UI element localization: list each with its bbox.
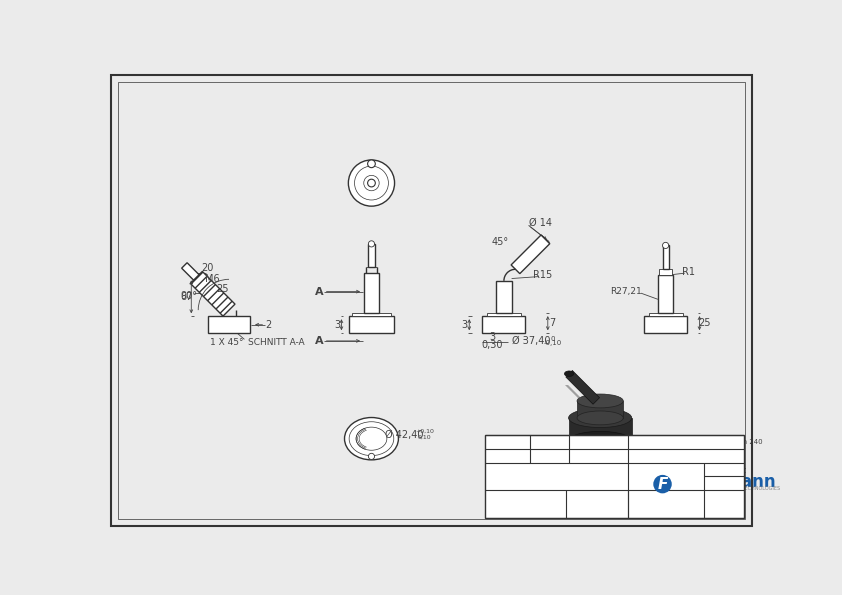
Text: R1: R1 <box>682 267 695 277</box>
Text: Blattformat: Blattformat <box>702 466 746 475</box>
Circle shape <box>369 241 375 247</box>
Polygon shape <box>511 235 550 274</box>
Bar <box>352 313 391 317</box>
Text: 1 X 45°: 1 X 45° <box>210 338 243 347</box>
Text: Signatur: Signatur <box>533 437 566 446</box>
Bar <box>644 317 687 333</box>
Text: 25: 25 <box>216 284 228 295</box>
Text: 3: 3 <box>334 320 341 330</box>
Text: 60482-240: 60482-240 <box>636 447 743 465</box>
Ellipse shape <box>568 431 632 450</box>
Text: Massstab: 1:2: Massstab: 1:2 <box>570 490 623 499</box>
Text: A4: A4 <box>713 478 735 496</box>
Circle shape <box>349 160 395 206</box>
Text: +0,10: +0,10 <box>415 429 434 434</box>
Ellipse shape <box>568 408 632 428</box>
Text: Datum: Datum <box>586 437 611 446</box>
Ellipse shape <box>564 371 573 377</box>
Ellipse shape <box>577 411 623 425</box>
Bar <box>663 245 669 268</box>
Bar <box>208 317 250 333</box>
Ellipse shape <box>349 422 394 456</box>
Text: 1.4301 (X5CrNi18-10): 1.4301 (X5CrNi18-10) <box>489 475 589 484</box>
Text: 25: 25 <box>698 318 711 328</box>
Text: 67: 67 <box>180 292 193 302</box>
Text: Version: 1: Version: 1 <box>570 495 608 504</box>
Text: Name: Name <box>497 437 519 446</box>
Text: Blatt 1 von 1: Blatt 1 von 1 <box>633 493 682 502</box>
Text: Hersteller: Hersteller <box>632 464 669 472</box>
Text: 3: 3 <box>461 320 467 330</box>
Text: R15: R15 <box>533 270 552 280</box>
Bar <box>487 313 521 317</box>
Text: Ø 42,40: Ø 42,40 <box>385 430 423 440</box>
Bar <box>648 313 683 317</box>
Ellipse shape <box>356 427 386 450</box>
Text: -0,10: -0,10 <box>544 340 562 346</box>
Polygon shape <box>565 385 582 399</box>
Text: 0: 0 <box>551 336 556 342</box>
Text: 0,30: 0,30 <box>482 340 504 350</box>
Circle shape <box>364 176 379 191</box>
Bar <box>658 275 674 313</box>
Text: 2: 2 <box>265 320 271 330</box>
Text: R27,21: R27,21 <box>610 287 642 296</box>
Text: M6: M6 <box>205 274 219 284</box>
Text: A: A <box>315 336 323 346</box>
Text: 45°: 45° <box>492 237 509 248</box>
Text: 0,10: 0,10 <box>418 435 431 440</box>
Text: SCHNITT A-A: SCHNITT A-A <box>248 338 305 347</box>
Text: A: A <box>315 287 323 297</box>
Ellipse shape <box>344 418 398 460</box>
Text: STAINLESS SOLUTIONS TECHNOLOGIES: STAINLESS SOLUTIONS TECHNOLOGIES <box>684 486 781 491</box>
Circle shape <box>368 179 376 187</box>
Bar <box>364 273 379 313</box>
Text: 3: 3 <box>489 332 495 342</box>
Text: 90°: 90° <box>180 291 198 301</box>
Bar <box>496 281 512 313</box>
Text: Werkstoff:: Werkstoff: <box>489 464 528 472</box>
Text: Artikelnummer: Artikelnummer <box>636 437 693 446</box>
Text: Ø 14: Ø 14 <box>530 218 552 228</box>
Text: Ch. Häfig: Ch. Häfig <box>488 451 527 460</box>
Text: CH: CH <box>543 451 556 460</box>
Circle shape <box>663 242 669 249</box>
Text: 7: 7 <box>549 318 556 328</box>
Bar <box>568 418 632 441</box>
Bar <box>349 317 394 333</box>
Polygon shape <box>566 371 600 404</box>
Circle shape <box>653 475 672 493</box>
Circle shape <box>369 453 375 459</box>
Bar <box>482 317 525 333</box>
Bar <box>486 435 744 518</box>
Text: Gewicht 0,185 kg: Gewicht 0,185 kg <box>489 493 557 502</box>
Bar <box>369 244 375 267</box>
Text: 11.05.2021: 11.05.2021 <box>575 451 622 460</box>
Bar <box>659 268 672 275</box>
Text: Feldmann: Feldmann <box>684 473 775 491</box>
Ellipse shape <box>577 394 623 408</box>
Circle shape <box>354 166 388 200</box>
Polygon shape <box>190 271 235 316</box>
Text: Oberfläche: Geschliffen Korn 240: Oberfläche: Geschliffen Korn 240 <box>647 439 763 445</box>
Text: 20: 20 <box>201 262 214 273</box>
Text: Ø 37,40: Ø 37,40 <box>512 336 550 346</box>
Bar <box>577 401 623 418</box>
Text: F: F <box>658 477 668 491</box>
Polygon shape <box>182 263 199 280</box>
Circle shape <box>368 160 376 168</box>
